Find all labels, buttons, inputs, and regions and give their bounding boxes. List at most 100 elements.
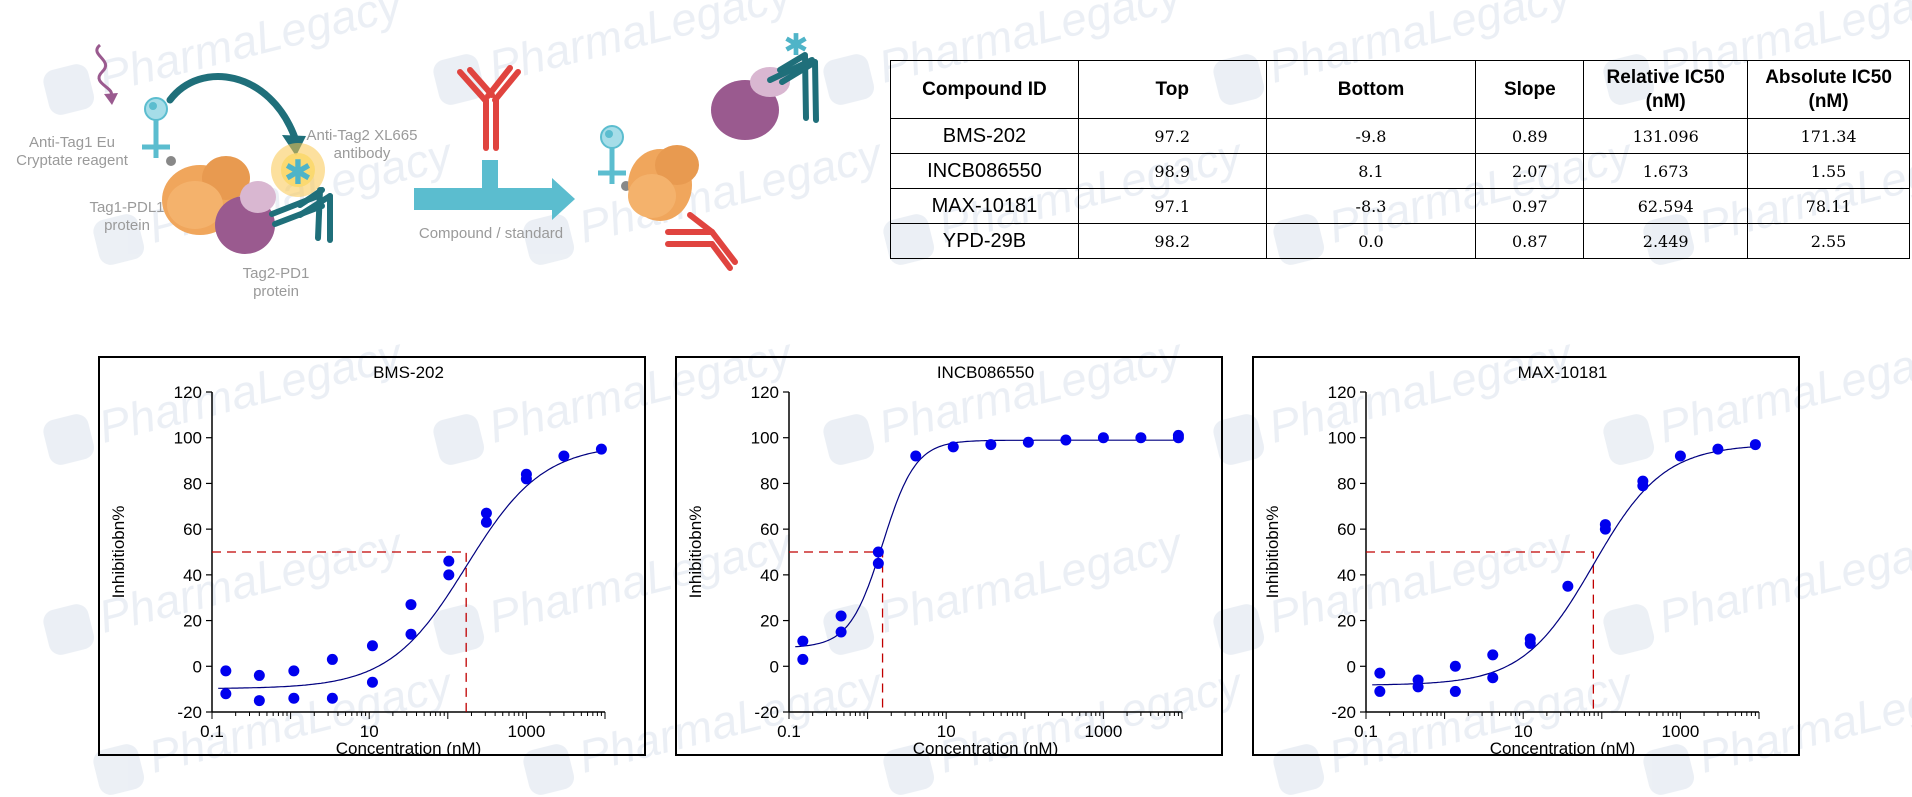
cell-slope: 0.89 [1475,118,1585,154]
data-point [558,450,570,462]
chart-panel-max-10181: MAX-10181 -20 0 20 40 60 80 100 120 0.1 10 1000 Conc… [1252,356,1800,756]
y-tick-label: 0 [770,657,779,676]
data-point [220,688,232,700]
data-point [835,610,847,622]
data-point [1060,434,1072,446]
header-bottom: Bottom [1265,60,1477,119]
chart-panel-bms-202: BMS-202 -20 0 20 40 60 80 100 120 0.1 10 1000 Concen… [98,356,646,756]
data-point [480,516,492,528]
label-pd1-1: Tag2-PD1 [243,265,310,282]
x-tick-label: 0.1 [1354,722,1378,741]
data-point [480,507,492,519]
y-tick-label: 0 [1347,657,1356,676]
data-point [595,443,607,455]
y-tick-label: 100 [1328,429,1356,448]
y-tick-label: 120 [751,383,779,402]
data-point [1487,649,1499,661]
pd1-protein-icon [215,181,276,254]
data-point [872,557,884,569]
ic50-reference-line [1366,551,1595,712]
data-point [910,450,922,462]
cell-relative-ic50: 131.096 [1583,118,1749,154]
table-header-row: Compound ID Top Bottom Slope Relative IC… [890,60,1910,119]
y-tick-label: 60 [183,520,202,539]
data-point [1374,667,1386,679]
data-point [220,665,232,677]
y-tick-label: 60 [1337,520,1356,539]
data-point [1412,681,1424,693]
x-tick-label: 0.1 [777,722,801,741]
data-point [520,473,532,485]
cell-absolute-ic50: 78.11 [1747,188,1910,224]
label-eu-reagent-2: Cryptate reagent [16,152,129,169]
data-point [405,599,417,611]
ic50-reference-line [212,551,467,712]
y-tick-label: 40 [183,566,202,585]
label-pdl1-2: protein [104,217,150,234]
cell-top: 98.9 [1077,153,1267,189]
x-tick-label: 10 [1514,722,1533,741]
data-point [443,569,455,581]
y-tick-label: 20 [760,612,779,631]
cell-absolute-ic50: 1.55 [1747,153,1910,189]
y-tick-label: 100 [751,429,779,448]
process-arrow [414,160,575,220]
cell-slope: 0.87 [1475,223,1585,259]
y-tick-label: 80 [760,474,779,493]
fret-signal-arrow [166,73,299,142]
y-tick-label: 20 [1337,612,1356,631]
data-point [288,665,300,677]
data-point [1749,439,1761,451]
x-tick-label: 1000 [1661,722,1699,741]
table-row: INCB086550 98.9 8.1 2.07 1.673 1.55 [890,153,1910,189]
x-tick-label: 1000 [507,722,545,741]
data-point [288,692,300,704]
xl665-antibody-free-icon [767,52,819,123]
data-point [1449,685,1461,697]
data-point [253,669,265,681]
y-tick-label: 120 [174,383,202,402]
ic50-results-table: Compound ID Top Bottom Slope Relative IC… [890,60,1910,259]
data-point [1172,432,1184,444]
data-point [1524,637,1536,649]
data-point [1562,580,1574,592]
cell-bottom: 0.0 [1265,223,1477,259]
chart-panel-incb086550: INCB086550 -20 0 20 40 60 80 100 120 0.1 10 1000 Con… [675,356,1223,756]
cell-top: 97.1 [1077,188,1267,224]
asterisk-free-icon: ✱ [783,28,808,63]
htrf-assay-schematic: ✱ ✱ [16,28,819,300]
table-row: BMS-202 97.2 -9.8 0.89 131.096 171.34 [890,118,1910,154]
data-point [1135,432,1147,444]
data-point [985,439,997,451]
data-point [443,555,455,567]
cell-bottom: 8.1 [1265,153,1477,189]
data-point [326,692,338,704]
y-tick-label: 100 [174,429,202,448]
y-tick-label: -20 [1331,703,1356,722]
data-point [405,628,417,640]
data-point [1712,443,1724,455]
cell-slope: 2.07 [1475,153,1585,189]
y-tick-label: 40 [760,566,779,585]
eu-cryptate-reagent-icon [142,97,176,166]
header-relative-ic50: Relative IC50 (nM) [1583,60,1749,119]
chart-title: BMS-202 [373,363,444,382]
y-tick-label: 40 [1337,566,1356,585]
cell-compound: MAX-10181 [890,188,1079,224]
data-point [1022,436,1034,448]
label-xl665-1: Anti-Tag2 XL665 [307,127,418,144]
dose-response-chart-bms-202: BMS-202 -20 0 20 40 60 80 100 120 0.1 10 1000 Concen… [109,363,607,754]
label-pd1-2: protein [253,283,299,300]
data-point [797,653,809,665]
data-point [366,640,378,652]
brand-logo-icon [40,411,97,468]
x-axis-label: Concentration (nM) [913,739,1059,754]
cell-relative-ic50: 62.594 [1583,188,1749,224]
pdl1-protein-right-icon [628,145,699,221]
cell-compound: YPD-29B [890,223,1079,259]
label-compound: Compound / standard [419,225,563,242]
x-axis-label: Concentration (nM) [1490,739,1636,754]
cell-absolute-ic50: 171.34 [1747,118,1910,154]
data-point [253,695,265,707]
y-tick-label: 0 [193,657,202,676]
